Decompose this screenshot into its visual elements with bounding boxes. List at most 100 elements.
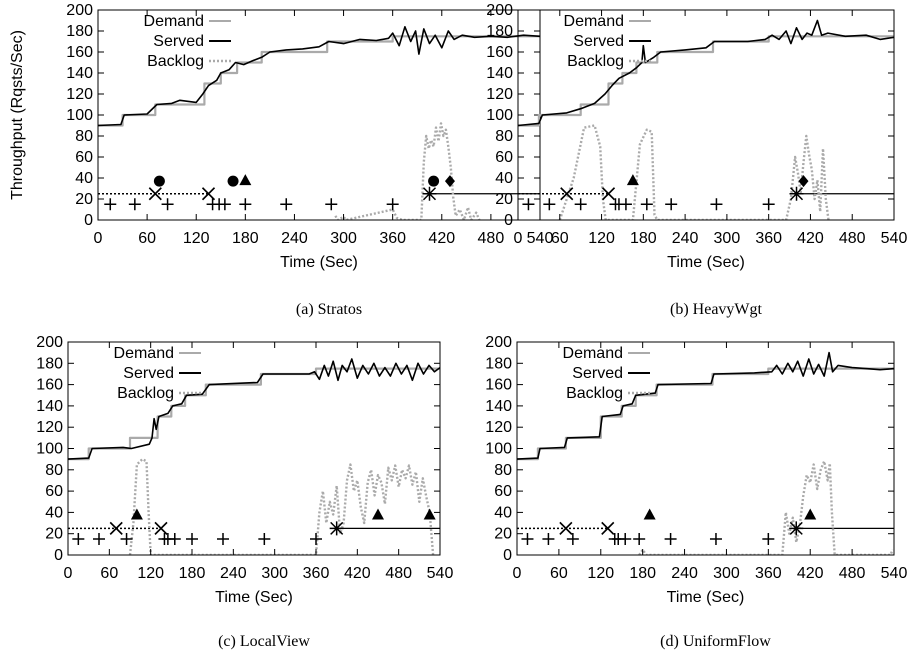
legend-label-backlog: Backlog bbox=[117, 385, 174, 402]
y-tick-label: 100 bbox=[485, 441, 512, 458]
plus-marker bbox=[280, 198, 293, 211]
legend-label-served: Served bbox=[153, 33, 204, 50]
cross-marker bbox=[559, 521, 573, 535]
x-tick-label: 540 bbox=[427, 565, 454, 582]
y-tick-label: 80 bbox=[495, 128, 513, 145]
series-line-served bbox=[518, 19, 894, 127]
x-axis-label: Time (Sec) bbox=[667, 254, 745, 271]
y-tick-label: 100 bbox=[66, 107, 93, 124]
panel-caption: (b) HeavyWgt bbox=[670, 301, 763, 318]
x-tick-label: 180 bbox=[629, 565, 656, 582]
x-tick-label: 540 bbox=[527, 230, 554, 247]
panel-localview: 0 60 120 180 240 300 360 420 480 540 0 20 40 60 80 100 1… bbox=[36, 334, 453, 650]
series-line-backlog bbox=[128, 457, 435, 555]
series-line-demand bbox=[98, 35, 540, 127]
series-layer bbox=[68, 358, 440, 555]
cross-marker bbox=[601, 187, 616, 201]
x-tick-label: 120 bbox=[587, 565, 614, 582]
diamond-marker bbox=[798, 175, 809, 188]
diamond-marker bbox=[444, 175, 455, 188]
legend-label-served: Served bbox=[123, 365, 174, 382]
axis-ticks: 0 60 120 180 240 300 360 420 480 5400204060801001… bbox=[485, 334, 907, 582]
y-tick-label: 80 bbox=[494, 462, 512, 479]
plus-marker bbox=[522, 198, 535, 211]
x-tick-label: 360 bbox=[755, 230, 782, 247]
x-tick-label: 0 bbox=[64, 565, 73, 582]
legend-label-backlog: Backlog bbox=[566, 385, 623, 402]
y-tick-label: 160 bbox=[486, 44, 513, 61]
x-axis-label: Time (Sec) bbox=[280, 254, 358, 271]
x-axis-label: Time (Sec) bbox=[667, 589, 745, 606]
plus-marker bbox=[325, 198, 338, 211]
y-tick-label: 60 bbox=[45, 483, 63, 500]
x-tick-label: 300 bbox=[330, 230, 357, 247]
panel-caption: (a) Stratos bbox=[296, 301, 362, 318]
plus-marker bbox=[239, 198, 252, 211]
cross-marker bbox=[601, 521, 615, 535]
y-axis-label: Throughput (Rqsts/Sec) bbox=[9, 30, 26, 200]
plot-area bbox=[518, 19, 894, 220]
x-tick-label: 120 bbox=[137, 565, 164, 582]
x-tick-label: 300 bbox=[713, 565, 740, 582]
triangle-marker bbox=[423, 508, 436, 520]
plus-marker bbox=[710, 198, 723, 211]
y-tick-label: 140 bbox=[36, 398, 63, 415]
plus-marker bbox=[574, 198, 587, 211]
y-tick-label: 200 bbox=[485, 334, 512, 351]
y-tick-label: 180 bbox=[485, 355, 512, 372]
y-tick-label: 120 bbox=[485, 419, 512, 436]
plus-marker bbox=[543, 198, 556, 211]
triangle-marker bbox=[626, 174, 639, 186]
panel-uniformflow: 0 60 120 180 240 300 360 420 480 540 0 20 40 60 80 100 1… bbox=[485, 334, 907, 650]
plot-area bbox=[68, 358, 440, 555]
cross-marker bbox=[560, 187, 574, 201]
plus-marker bbox=[664, 533, 677, 546]
y-tick-label: 0 bbox=[84, 212, 93, 229]
plot-area bbox=[517, 351, 894, 555]
y-tick-label: 60 bbox=[494, 483, 512, 500]
plus-marker bbox=[566, 533, 579, 546]
y-tick-label: 160 bbox=[66, 44, 93, 61]
plus-marker bbox=[640, 198, 653, 211]
plus-marker bbox=[186, 533, 198, 546]
series-line-served bbox=[98, 26, 540, 127]
x-tick-label: 60 bbox=[100, 565, 118, 582]
x-tick-label: 240 bbox=[671, 565, 698, 582]
x-tick-label: 120 bbox=[183, 230, 210, 247]
legend-label-served: Served bbox=[573, 33, 624, 50]
triangle-marker bbox=[239, 174, 252, 186]
cross-marker bbox=[148, 187, 162, 201]
y-tick-label: 180 bbox=[66, 23, 93, 40]
star-marker bbox=[329, 521, 344, 536]
cross-marker bbox=[201, 187, 216, 201]
series-line-backlog bbox=[334, 122, 481, 220]
x-tick-label: 180 bbox=[179, 565, 206, 582]
y-tick-label: 120 bbox=[486, 86, 513, 103]
plus-marker bbox=[665, 198, 678, 211]
plus-marker bbox=[218, 198, 231, 211]
cross-marker bbox=[154, 521, 168, 535]
y-tick-label: 40 bbox=[494, 504, 512, 521]
axis-ticks: 0 60 120 180 240 300 360 420 480 5400204060801001… bbox=[36, 334, 453, 582]
series-line-demand bbox=[517, 367, 894, 461]
x-tick-label: 120 bbox=[588, 230, 615, 247]
y-tick-label: 200 bbox=[486, 2, 513, 19]
x-tick-label: 60 bbox=[551, 230, 569, 247]
series-line-served bbox=[68, 358, 440, 460]
x-tick-label: 60 bbox=[550, 565, 568, 582]
plus-marker bbox=[310, 533, 322, 546]
x-tick-label: 60 bbox=[138, 230, 156, 247]
series-line-served bbox=[517, 351, 894, 460]
y-tick-label: 60 bbox=[75, 149, 93, 166]
axis-ticks: 0 60 120 180 240 300 360 420 480 5400204060801001… bbox=[66, 2, 553, 247]
x-tick-label: 240 bbox=[220, 565, 247, 582]
x-tick-label: 300 bbox=[261, 565, 288, 582]
x-tick-label: 480 bbox=[839, 565, 866, 582]
series-layer bbox=[517, 351, 894, 555]
series-layer bbox=[98, 26, 540, 220]
y-tick-label: 20 bbox=[494, 526, 512, 543]
panel-heavywgt: 0 60 120 180 240 300 360 420 480 5400204060801001… bbox=[486, 2, 907, 318]
legend: Demand Served Backlog bbox=[564, 13, 651, 70]
y-tick-label: 40 bbox=[75, 170, 93, 187]
